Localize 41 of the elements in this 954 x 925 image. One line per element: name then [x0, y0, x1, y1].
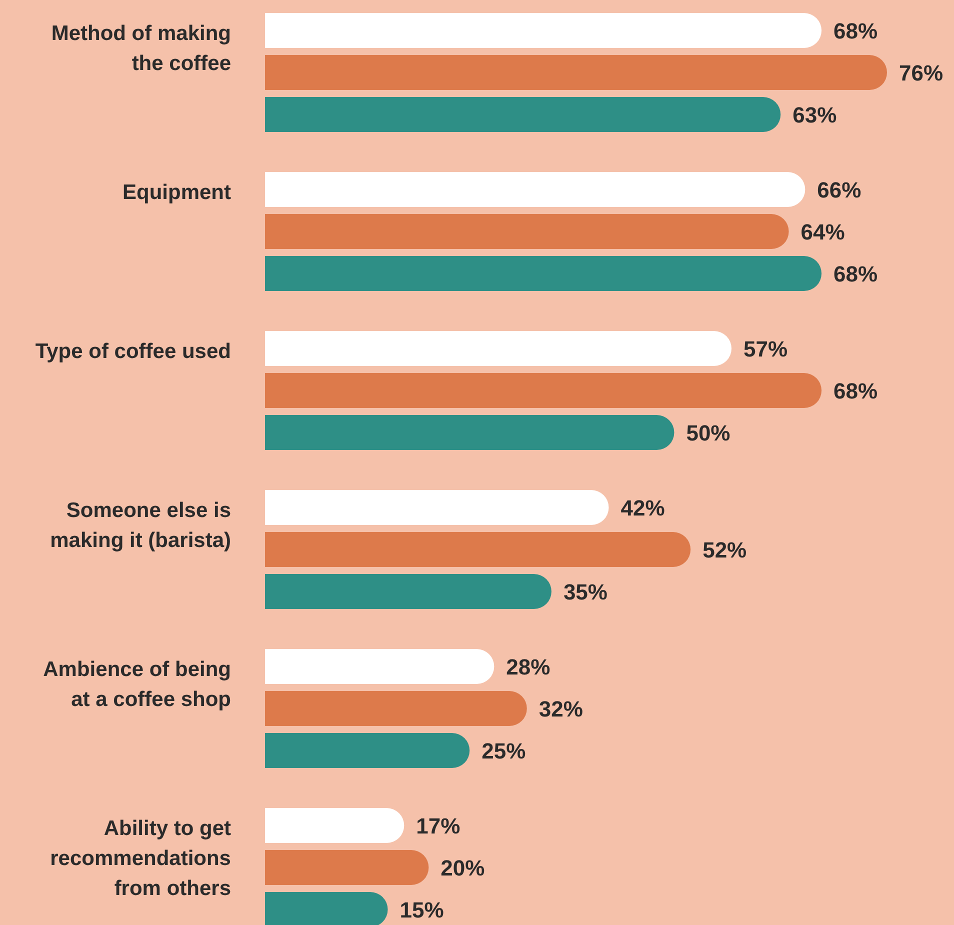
bar — [265, 691, 527, 726]
data-label: 17% — [416, 814, 460, 838]
y-tick-label: Method of making the coffee — [51, 22, 231, 75]
data-label: 32% — [538, 696, 583, 722]
bar — [265, 649, 494, 684]
data-label: 68% — [834, 378, 878, 404]
data-label: 35% — [563, 580, 608, 604]
y-tick-label: Type of coffee used — [35, 340, 231, 363]
bar — [265, 850, 429, 885]
bar — [265, 214, 789, 249]
data-label: 20% — [440, 856, 485, 880]
bar — [265, 97, 781, 132]
bar — [265, 574, 552, 609]
y-tick-label: Someone else is making it (barista) — [50, 499, 231, 552]
data-label: 68% — [834, 18, 878, 44]
data-label: 76% — [899, 60, 944, 86]
bar — [265, 532, 691, 567]
bar — [265, 55, 887, 90]
data-label: 50% — [686, 420, 730, 446]
bar — [265, 172, 806, 207]
data-label: 15% — [400, 898, 444, 922]
data-label: 52% — [702, 538, 747, 562]
data-label: 66% — [817, 178, 862, 202]
data-label: 28% — [506, 654, 550, 680]
data-label: 64% — [800, 220, 845, 244]
y-tick-label: Ambience of being at a coffee shop — [43, 658, 231, 711]
bar — [265, 331, 732, 366]
bar — [265, 415, 674, 450]
y-tick-label: Ability to get recommendations from others — [50, 817, 231, 900]
data-label: 42% — [620, 496, 665, 520]
data-label: 25% — [482, 738, 526, 764]
bar — [265, 13, 822, 48]
bar — [265, 373, 822, 408]
data-label: 68% — [834, 262, 878, 286]
y-tick-label: Equipment — [122, 181, 232, 204]
data-label: 57% — [744, 336, 788, 362]
bar — [265, 733, 470, 768]
bar — [265, 490, 609, 525]
data-label: 63% — [792, 102, 837, 128]
bar — [265, 256, 822, 291]
bar — [265, 808, 404, 843]
